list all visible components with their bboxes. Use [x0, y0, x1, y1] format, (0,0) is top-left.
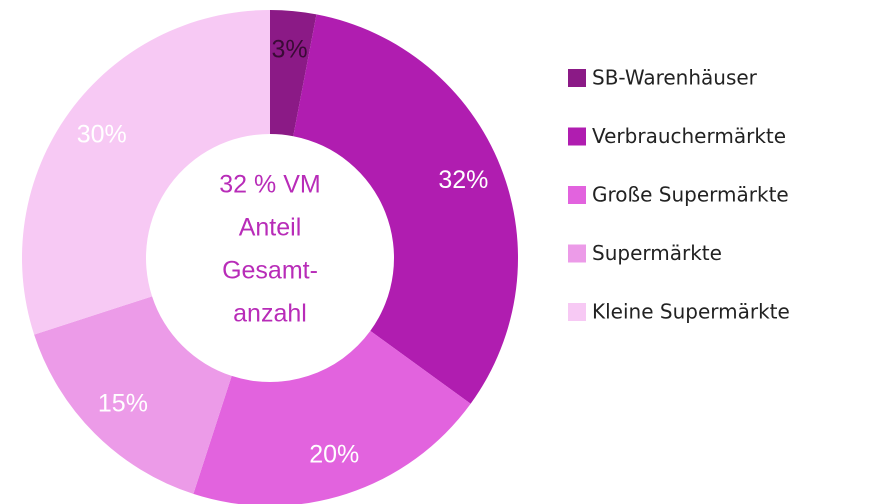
legend-swatch	[568, 244, 586, 263]
slice	[193, 330, 471, 504]
legend-label: Verbrauchermärkte	[592, 124, 786, 148]
legend-swatch	[568, 303, 586, 321]
slice	[293, 14, 518, 404]
legend-swatch	[568, 186, 586, 204]
center-text: Gesamt-	[222, 257, 318, 285]
value-label: 30%	[77, 120, 127, 148]
center-text: Anteil	[239, 214, 302, 242]
value-label: 15%	[98, 390, 148, 418]
legend-label: Kleine Supermärkte	[592, 300, 790, 324]
legend-swatch	[568, 69, 586, 87]
slice	[21, 10, 271, 335]
legend-label: Große Supermärkte	[592, 183, 789, 207]
value-label: 3%	[272, 36, 308, 64]
value-label: 20%	[309, 440, 359, 468]
legend-label: Supermärkte	[592, 241, 722, 265]
center-text: anzahl	[233, 300, 307, 328]
center-text: 32 % VM	[219, 171, 320, 199]
legend-swatch	[568, 127, 586, 146]
slice	[270, 10, 317, 137]
value-label: 32%	[438, 166, 488, 194]
slice	[34, 296, 232, 494]
legend-label: SB-Warenhäuser	[592, 66, 758, 90]
